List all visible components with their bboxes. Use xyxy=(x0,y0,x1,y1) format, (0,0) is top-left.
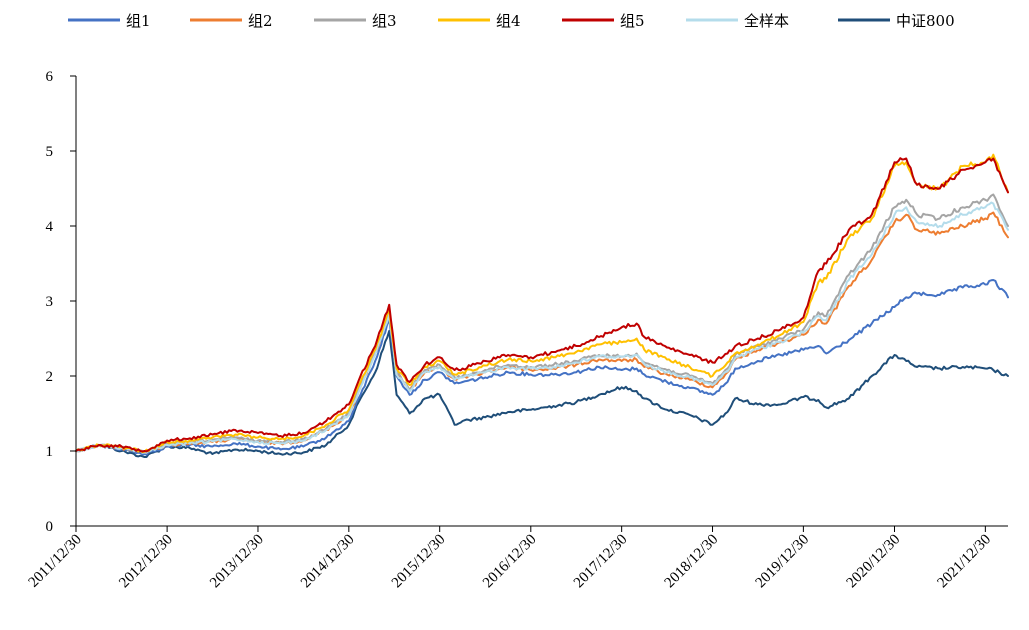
legend-item-2: 组2 xyxy=(190,12,273,30)
series-line-4 xyxy=(75,153,1009,454)
legend-item-3: 组3 xyxy=(314,12,397,30)
series-line-5 xyxy=(75,157,1009,453)
legend-item-7: 中证800 xyxy=(838,12,955,30)
series-line-7 xyxy=(75,330,1009,458)
y-tick-label: 5 xyxy=(46,144,54,160)
series-line-2 xyxy=(75,211,1009,454)
x-tick-label: 2011/12/30 xyxy=(26,532,85,591)
legend-label: 中证800 xyxy=(896,12,955,30)
legend-label: 组2 xyxy=(248,12,273,30)
series-line-6 xyxy=(75,201,1009,454)
x-tick-label: 2015/12/30 xyxy=(389,532,449,592)
x-tick-label: 2017/12/30 xyxy=(571,532,631,592)
legend-label: 组4 xyxy=(496,12,521,30)
series-line-3 xyxy=(75,193,1009,454)
legend-item-5: 组5 xyxy=(562,12,645,30)
y-tick-label: 6 xyxy=(46,69,54,85)
y-tick-label: 1 xyxy=(46,444,54,460)
legend-label: 全样本 xyxy=(744,12,789,30)
y-tick-label: 0 xyxy=(46,519,54,535)
legend-label: 组3 xyxy=(372,12,397,30)
x-axis-ticks: 2011/12/30 2012/12/30 2013/12/30 2014/12/30… xyxy=(26,526,994,592)
y-tick-label: 4 xyxy=(46,219,54,235)
x-tick-label: 2016/12/30 xyxy=(480,532,540,592)
x-tick-label: 2019/12/30 xyxy=(753,532,813,592)
x-tick-label: 2020/12/30 xyxy=(844,532,904,592)
y-tick-label: 3 xyxy=(46,294,54,310)
legend-label: 组5 xyxy=(620,12,645,30)
series-line-1 xyxy=(75,279,1009,456)
x-tick-label: 2018/12/30 xyxy=(662,532,722,592)
legend-label: 组1 xyxy=(126,12,151,30)
y-axis-ticks: 0 1 2 3 4 5 6 xyxy=(46,69,76,535)
x-tick-label: 2021/12/30 xyxy=(934,532,994,592)
series-layer xyxy=(75,153,1009,458)
x-tick-label: 2012/12/30 xyxy=(116,532,176,592)
legend: 组1 组2 组3 组4 组5 全样本 中证800 xyxy=(68,12,955,30)
x-tick-label: 2013/12/30 xyxy=(207,532,267,592)
x-tick-label: 2014/12/30 xyxy=(298,532,358,592)
legend-item-1: 组1 xyxy=(68,12,151,30)
y-tick-label: 2 xyxy=(46,369,54,385)
legend-item-4: 组4 xyxy=(438,12,521,30)
legend-item-6: 全样本 xyxy=(686,12,789,30)
